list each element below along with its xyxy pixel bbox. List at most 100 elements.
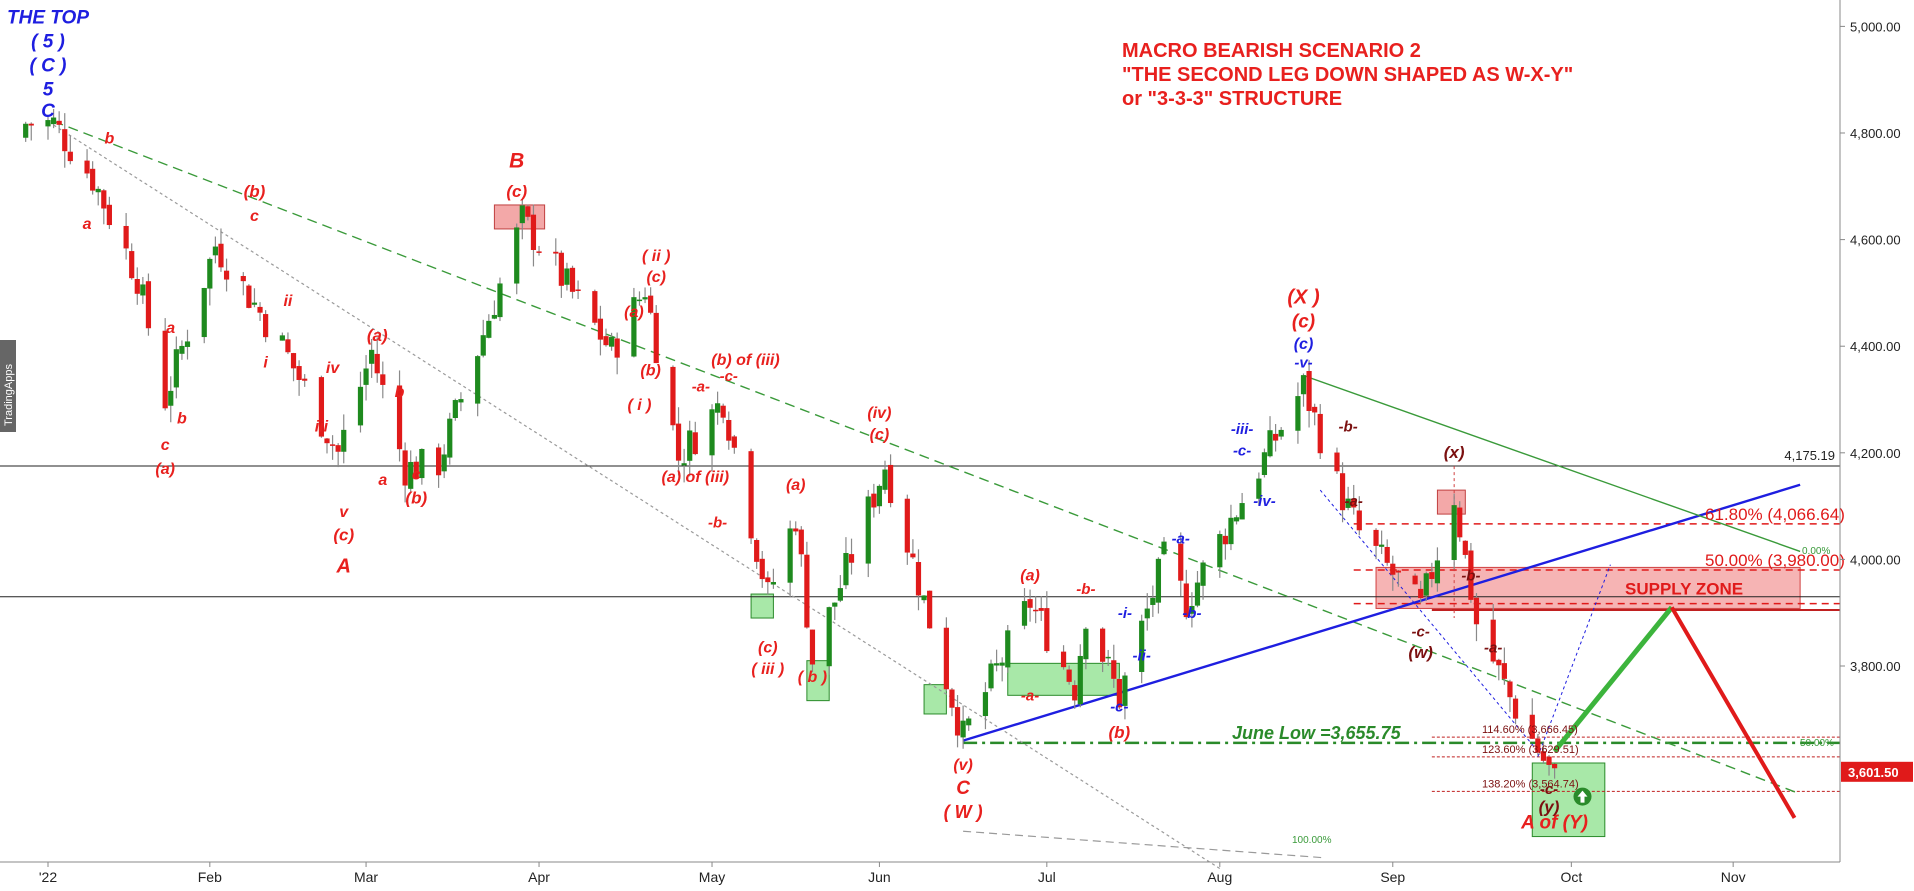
wave-label: (a) <box>367 326 388 345</box>
candle-body <box>675 423 682 461</box>
candle-body <box>23 123 29 138</box>
candle-body <box>380 374 386 385</box>
wave-label: (iv) <box>867 405 891 422</box>
candle-body <box>129 251 135 279</box>
wave-label: ( W ) <box>944 802 983 822</box>
price-tick-label: 5,000.00 <box>1850 19 1901 34</box>
time-axis: '22 Feb Mar Apr May Jun Jul Aug Sep Oct Nov <box>0 861 1840 885</box>
wave-label: c <box>412 466 421 483</box>
green-box-target <box>1531 762 1606 838</box>
fib-label: 114.60% (3,666.45) <box>1482 724 1578 736</box>
wave-label: -a- <box>1345 493 1363 510</box>
gray-dotted-line <box>53 124 1221 870</box>
wave-label: (y) <box>1539 798 1560 817</box>
candle-body <box>687 430 693 461</box>
wave-label: -a- <box>1021 688 1039 705</box>
candle-body <box>1066 669 1072 682</box>
month-label: Apr <box>528 869 550 885</box>
candle-body <box>257 306 263 313</box>
candle-body <box>452 400 458 419</box>
wave-label: -c- <box>720 368 738 385</box>
candle-body <box>681 463 687 466</box>
wave-label: (c) <box>870 426 890 443</box>
candle-body <box>413 461 419 479</box>
candle-body <box>1194 582 1201 606</box>
wave-label: c <box>250 208 259 225</box>
candle-body <box>1178 543 1184 581</box>
candle-body <box>335 445 341 452</box>
candle-body <box>251 302 258 305</box>
wave-label: (a) of (iii) <box>662 469 730 486</box>
candle-body <box>1033 609 1039 612</box>
candle-body <box>943 627 949 690</box>
wave-label: A <box>336 556 351 578</box>
wave-label: (c) <box>646 269 666 286</box>
candle-body <box>692 432 698 455</box>
candle-body <box>915 562 922 596</box>
candle-body <box>106 204 112 226</box>
candle-body <box>1546 756 1552 765</box>
gray-dashed-line <box>963 830 1326 859</box>
tradingapps-watermark: TradingApps <box>0 340 16 432</box>
candle-body <box>168 390 174 406</box>
candle-body <box>140 284 146 296</box>
wave-label: (v) <box>953 757 973 774</box>
candle-body <box>999 662 1005 666</box>
candle-body <box>419 448 425 479</box>
candle-body <box>670 366 676 426</box>
candle-body <box>514 227 520 284</box>
wave-label: -a- <box>1484 640 1502 657</box>
fib-label: 138.20% (3,564.74) <box>1482 778 1579 790</box>
wave-label: C <box>41 101 55 122</box>
candle-body <box>1116 678 1122 708</box>
wave-label: -b- <box>1182 605 1201 622</box>
wave-label: v <box>339 504 349 521</box>
lines-layer <box>0 120 1840 870</box>
wave-label: a <box>83 216 92 233</box>
candle-body <box>1535 738 1541 753</box>
candle-body <box>608 337 615 347</box>
candle-body <box>564 268 570 285</box>
candle-body <box>1507 681 1513 698</box>
candle-body <box>1496 659 1502 666</box>
wave-label: (b) of (iii) <box>711 352 779 369</box>
month-label: Oct <box>1560 869 1582 885</box>
wave-label: (c) <box>506 182 527 201</box>
candle-body <box>1390 563 1396 575</box>
candle-body <box>1027 599 1033 608</box>
chart-title: MACRO BEARISH SCENARIO 2 "THE SECOND LEG… <box>1122 40 1573 110</box>
price-tick-label: 4,400.00 <box>1850 339 1901 354</box>
candle-body <box>357 386 364 426</box>
wave-label: -b- <box>1339 418 1358 435</box>
candle-body <box>1278 429 1284 437</box>
wave-label: -c- <box>1412 624 1430 641</box>
candle-body <box>408 461 414 489</box>
wave-label: (b) <box>244 182 266 201</box>
candle-body <box>1529 714 1535 739</box>
wave-label: ( iii ) <box>751 661 784 678</box>
candle-body <box>809 629 816 665</box>
candle-body <box>949 689 955 708</box>
candle-body <box>1183 583 1189 618</box>
candle-body <box>832 602 838 607</box>
candle-body <box>396 385 403 450</box>
candle-body <box>1021 601 1028 626</box>
candle-body <box>341 429 347 452</box>
candle-body <box>101 190 107 209</box>
wave-label: -a- <box>1172 530 1190 547</box>
wave-label: 5 <box>43 80 54 101</box>
candle-body <box>374 353 380 374</box>
candle-body <box>1462 540 1468 555</box>
candle-body <box>921 595 927 601</box>
candles-layer <box>23 109 1558 779</box>
projection-up-leg <box>1552 605 1674 753</box>
candle-body <box>865 496 871 564</box>
june-low-label: June Low =3,655.75 <box>1232 723 1402 743</box>
candle-body <box>240 276 246 282</box>
candle-body <box>709 409 715 456</box>
month-label: Jun <box>868 869 891 885</box>
candle-body <box>1100 628 1106 662</box>
candle-body <box>720 405 726 418</box>
blue-trendline <box>962 483 1801 742</box>
candle-body <box>1312 406 1318 413</box>
